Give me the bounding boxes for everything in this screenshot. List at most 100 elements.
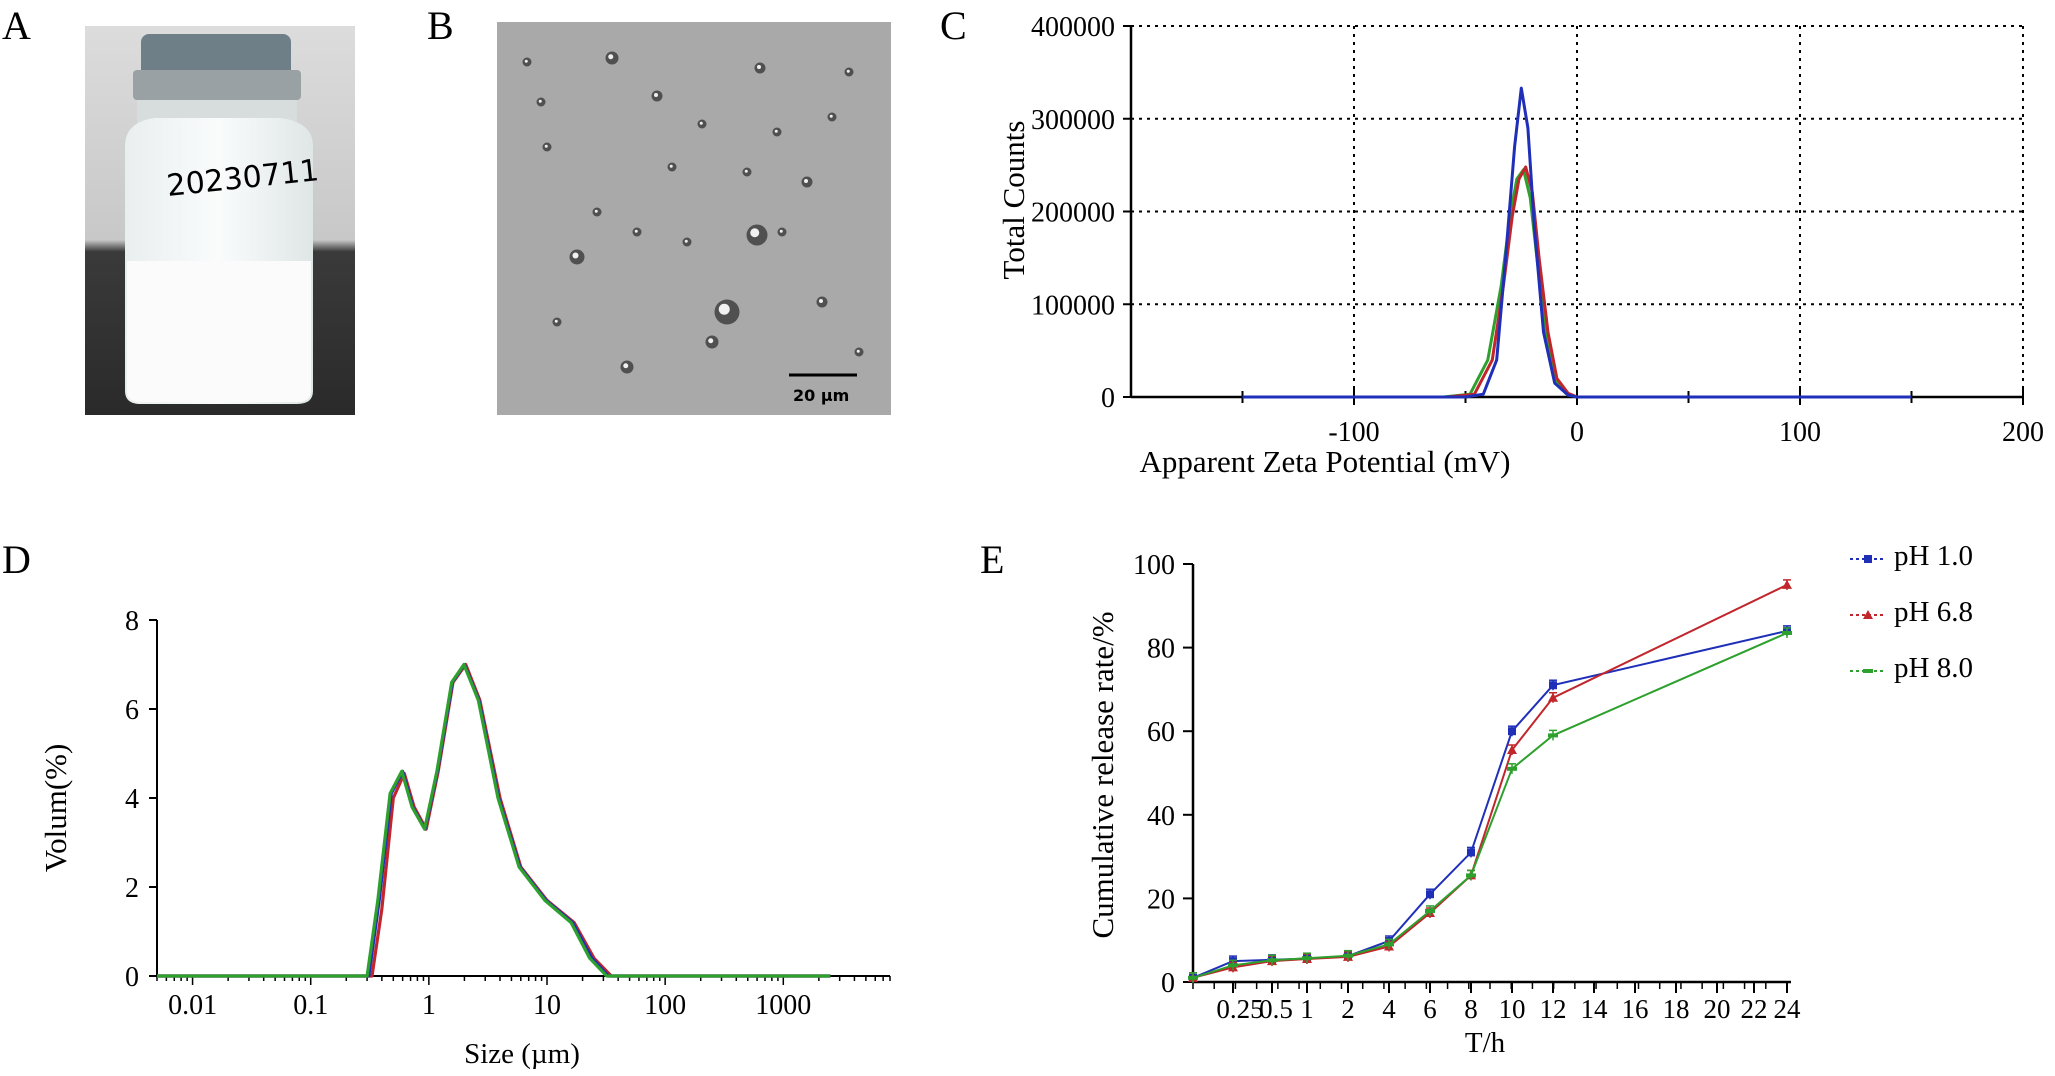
chart-e-x-tick-label-8: 12	[1540, 994, 1567, 1024]
chart-d-x-axis-title: Size (µm)	[464, 1038, 580, 1070]
droplet-highlight-2	[654, 93, 658, 97]
chart-d-y-tick-label-1: 2	[125, 873, 139, 904]
chart-c-y-tick-label-1: 100000	[1031, 290, 1115, 321]
chart-e-x-tick-label-13: 22	[1741, 994, 1768, 1024]
legend-label-ph-1: pH 1.0	[1894, 540, 1973, 572]
chart-e-point-2-0	[1188, 975, 1198, 980]
chart-e-point-2-9	[1548, 733, 1558, 738]
chart-e-x-tick-label-9: 14	[1581, 994, 1609, 1024]
legend-swatch-ph-8	[1850, 669, 1886, 673]
chart-c-y-tick-label-2: 200000	[1031, 198, 1115, 229]
chart-d-x-tick-label-2: 1	[422, 990, 436, 1021]
vial-photo: 20230711	[85, 26, 355, 415]
droplet-highlight-9	[669, 164, 673, 168]
chart-e-x-tick-label-10: 16	[1622, 994, 1649, 1024]
chart-c-y-tick-label-3: 300000	[1031, 105, 1115, 136]
chart-e-point-2-5	[1384, 942, 1394, 947]
droplet-highlight-12	[623, 363, 629, 369]
chart-d-x-tick-label-3: 10	[533, 990, 561, 1021]
chart-e-x-tick-label-7: 10	[1499, 994, 1526, 1024]
droplet-highlight-20	[554, 319, 558, 323]
chart-c-grid	[1131, 25, 2024, 397]
legend-label-ph-8: pH 8.0	[1894, 652, 1973, 684]
chart-d-x-tick-label-5: 1000	[755, 990, 811, 1021]
chart-e-point-2-8	[1507, 766, 1517, 771]
legend-marker-2	[1863, 669, 1873, 673]
panel-label-c: C	[940, 3, 967, 48]
chart-c-series-line-2	[1242, 86, 1912, 399]
chart-e-axes	[1191, 564, 1791, 984]
chart-e-x-tick-label-5: 6	[1423, 994, 1437, 1024]
chart-e-y-tick-label-0: 0	[1161, 968, 1175, 999]
chart-e-x-tick-label-0: 0.25	[1216, 994, 1263, 1024]
chart-e-y-tick-label-4: 80	[1147, 634, 1175, 665]
chart-e-point-2-7	[1466, 873, 1476, 878]
legend-swatch-ph-1	[1850, 555, 1886, 563]
micrograph-illustration: 20 µm	[497, 22, 891, 415]
droplet-highlight-17	[779, 229, 783, 233]
chart-c-x-tick-label-3: 200	[2002, 417, 2044, 448]
legend-marker-1	[1863, 610, 1873, 619]
chart-e-point-0-9	[1549, 681, 1557, 690]
droplet-highlight-13	[819, 299, 823, 303]
chart-e-x-tick-label-2: 1	[1300, 994, 1314, 1024]
chart-e-x-tick-label-1: 0.5	[1259, 994, 1293, 1024]
chart-e-y-tick-label-1: 20	[1147, 884, 1175, 915]
droplet-highlight-1	[757, 65, 761, 69]
chart-d-y-tick-label-2: 4	[125, 784, 139, 815]
chart-e-series-line-2	[1192, 632, 1788, 979]
chart-e-x-tick-label-11: 18	[1663, 994, 1690, 1024]
chart-e-point-2-1	[1228, 963, 1238, 968]
chart-d-y-tick-label-0: 0	[125, 962, 139, 993]
chart-e-x-tick-label-4: 4	[1382, 994, 1396, 1024]
chart-e-x-axis-title: T/h	[1465, 1027, 1506, 1059]
droplet-highlight-5	[829, 114, 833, 118]
chart-c-y-tick-label-4: 400000	[1031, 12, 1115, 43]
chart-c-y-axis-title: Total Counts	[996, 121, 1031, 280]
panel-label-e: E	[980, 537, 1005, 582]
chart-e-point-2-4	[1343, 953, 1353, 958]
chart-d-x-tick-label-1: 0.1	[293, 990, 328, 1021]
droplet-highlight-24	[774, 129, 778, 133]
panel-label-d: D	[2, 537, 31, 582]
chart-c-series-line-1	[1242, 165, 1912, 399]
droplet-highlight-6	[804, 179, 808, 183]
chart-e-point-1-8	[1507, 745, 1517, 755]
micrograph: 20 µm	[497, 22, 891, 415]
chart-e-x-tick-label-12: 20	[1704, 994, 1731, 1024]
chart-d-y-tick-label-3: 6	[125, 695, 139, 726]
chart-c-y-tick-label-0: 0	[1101, 383, 1115, 414]
legend-swatch-ph-6-8	[1850, 610, 1886, 619]
chart-e-y-axis-title: Cumulative release rate/%	[1085, 611, 1120, 938]
chart-e-point-2-3	[1302, 956, 1312, 961]
chart-c-x-tick-label-0: -100	[1328, 417, 1379, 448]
scale-bar-label: 20 µm	[793, 386, 849, 405]
chart-e-y-tick-label-2: 40	[1147, 801, 1175, 832]
chart-d-y-axis-title: Volum(%)	[38, 744, 73, 873]
chart-d-series-line-2	[157, 662, 831, 978]
chart-e-point-0-6	[1426, 890, 1434, 899]
droplet-highlight-4	[699, 121, 703, 125]
chart-e-point-2-2	[1267, 958, 1277, 963]
chart-e-point-1-10	[1782, 579, 1792, 589]
droplet-highlight-22	[856, 349, 860, 353]
droplet-highlight-3	[538, 99, 542, 103]
droplet-highlight-0	[608, 54, 614, 60]
chart-e-point-1-9	[1548, 692, 1558, 702]
chart-d-x-tick-label-4: 100	[644, 990, 686, 1021]
chart-c-x-tick-label-2: 100	[1779, 417, 1821, 448]
droplet-highlight-7	[572, 252, 579, 259]
chart-e-series-line-1	[1192, 583, 1788, 979]
chart-e-point-2-10	[1782, 630, 1792, 635]
chart-e-x-tick-label-14: 24	[1774, 994, 1802, 1024]
droplet-highlight-21	[684, 239, 688, 243]
chart-c-x-axis-title: Apparent Zeta Potential (mV)	[1139, 444, 1510, 479]
legend-label-ph-6-8: pH 6.8	[1894, 596, 1973, 628]
vial-illustration: 20230711	[85, 26, 355, 415]
chart-e-x-tick-label-6: 8	[1464, 994, 1478, 1024]
droplet-highlight-8	[750, 228, 760, 238]
droplet-highlight-10	[718, 303, 730, 315]
droplet-highlight-11	[708, 338, 714, 344]
